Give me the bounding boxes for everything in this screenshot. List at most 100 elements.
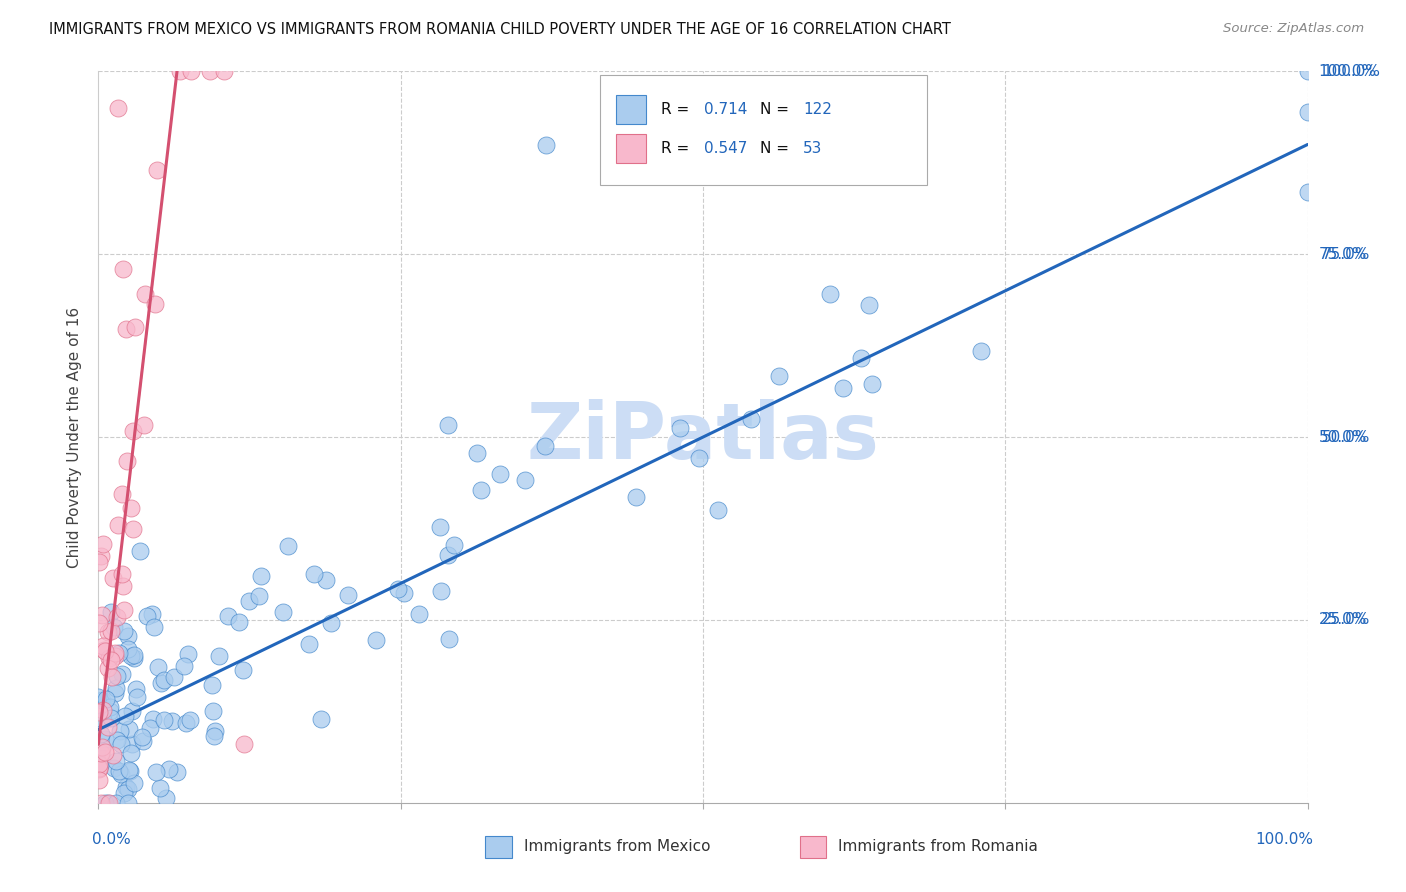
Point — [125, 690, 148, 704]
Point — [1296, 64, 1319, 78]
Point — [117, 642, 139, 657]
Point — [141, 607, 163, 622]
Point — [298, 637, 321, 651]
Point — [832, 381, 855, 395]
Point — [513, 474, 536, 488]
Point — [117, 796, 139, 810]
Point — [87, 705, 110, 719]
Text: 0.0%: 0.0% — [93, 832, 131, 847]
Point — [124, 648, 146, 662]
Point — [626, 490, 648, 504]
Point — [103, 761, 125, 775]
Bar — [800, 836, 827, 858]
Point — [104, 686, 127, 700]
Text: 0.714: 0.714 — [704, 102, 748, 117]
Point — [120, 500, 142, 515]
Point — [142, 711, 165, 725]
Y-axis label: Child Poverty Under the Age of 16: Child Poverty Under the Age of 16 — [67, 307, 83, 567]
Text: R =: R = — [661, 141, 693, 156]
Point — [470, 483, 492, 498]
Point — [93, 644, 115, 658]
Point — [534, 137, 557, 152]
Point — [120, 648, 142, 663]
Point — [112, 624, 135, 639]
Point — [104, 646, 127, 660]
Text: 53: 53 — [803, 141, 823, 156]
Point — [90, 549, 112, 563]
Point — [1296, 104, 1319, 119]
Text: 100.0%: 100.0% — [1322, 64, 1381, 78]
Point — [114, 709, 136, 723]
Point — [392, 586, 415, 600]
Point — [153, 673, 176, 687]
Point — [238, 594, 260, 608]
Point — [134, 417, 156, 432]
Text: 100.0%: 100.0% — [1256, 832, 1313, 847]
Point — [122, 651, 145, 665]
Point — [91, 639, 114, 653]
Point — [149, 676, 172, 690]
Point — [90, 747, 112, 761]
Point — [143, 297, 166, 311]
Point — [94, 731, 117, 746]
Point — [688, 450, 710, 465]
Point — [179, 713, 201, 727]
Point — [849, 351, 872, 366]
Point — [302, 566, 325, 581]
Point — [110, 723, 132, 738]
Point — [247, 589, 270, 603]
Point — [217, 609, 239, 624]
Point — [107, 646, 129, 660]
Point — [110, 766, 132, 780]
Point — [212, 64, 235, 78]
Point — [100, 670, 122, 684]
Point — [111, 579, 134, 593]
Point — [91, 751, 114, 765]
Point — [437, 549, 460, 563]
Point — [131, 731, 153, 745]
Point — [100, 710, 122, 724]
Text: Source: ZipAtlas.com: Source: ZipAtlas.com — [1223, 22, 1364, 36]
Point — [115, 453, 138, 467]
Text: 122: 122 — [803, 102, 832, 117]
Point — [488, 467, 510, 482]
Text: 0.547: 0.547 — [704, 141, 748, 156]
Point — [860, 377, 883, 392]
Point — [201, 678, 224, 692]
Point — [105, 732, 128, 747]
Point — [90, 727, 112, 741]
Point — [91, 739, 114, 754]
Point — [152, 713, 174, 727]
Point — [858, 298, 880, 312]
Point — [160, 714, 183, 729]
Point — [145, 162, 167, 177]
Point — [115, 321, 138, 335]
Point — [366, 633, 388, 648]
Point — [105, 681, 128, 696]
Point — [157, 762, 180, 776]
Point — [100, 605, 122, 619]
Point — [668, 420, 690, 434]
Point — [148, 660, 170, 674]
Point — [145, 765, 167, 780]
Point — [117, 629, 139, 643]
Point — [111, 566, 134, 581]
Point — [98, 704, 121, 718]
Point — [115, 780, 138, 795]
Point — [118, 764, 141, 778]
Point — [198, 64, 221, 78]
Bar — [485, 836, 512, 858]
Text: R =: R = — [661, 102, 693, 117]
Point — [124, 320, 146, 334]
Point — [90, 693, 112, 707]
Point — [208, 649, 231, 664]
Point — [143, 620, 166, 634]
Point — [104, 755, 127, 769]
Point — [321, 615, 343, 630]
Point — [132, 734, 155, 748]
Point — [122, 424, 145, 438]
Point — [112, 786, 135, 800]
Point — [249, 568, 271, 582]
Point — [740, 412, 762, 426]
Point — [117, 782, 139, 797]
